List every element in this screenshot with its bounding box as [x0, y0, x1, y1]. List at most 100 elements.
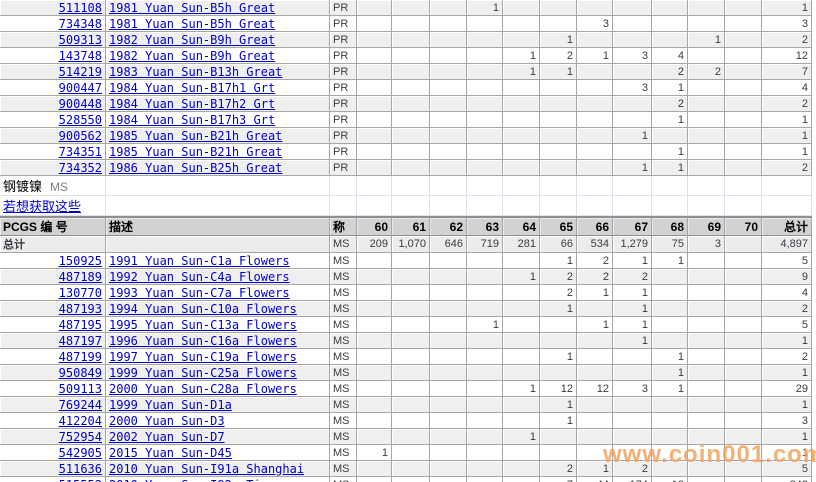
- grade-65-count-cell: 1: [540, 397, 577, 413]
- grade-68-count-cell: [652, 32, 688, 48]
- total-count-cell: 1: [762, 144, 812, 160]
- coin-description-link[interactable]: 2010 Yuan Sun-I91a Shanghai: [109, 461, 305, 476]
- pcgs-number-link[interactable]: 542905: [58, 445, 102, 460]
- col-header-grade-70: 70: [725, 218, 762, 236]
- pcgs-number-link[interactable]: 769244: [58, 397, 102, 412]
- grade-type-cell: PR: [330, 80, 357, 96]
- grade-69-count-cell: [688, 16, 725, 32]
- coin-description-link[interactable]: 1984 Yuan Sun-B17h3 Grt: [109, 112, 276, 127]
- coin-description-link[interactable]: 1981 Yuan Sun-B5h Great: [109, 16, 276, 31]
- pcgs-number-link[interactable]: 511108: [58, 0, 102, 15]
- coin-description-link[interactable]: 1982 Yuan Sun-B9h Great: [109, 32, 276, 47]
- pcgs-number-link[interactable]: 950849: [58, 365, 102, 380]
- pcgs-number-link[interactable]: 150925: [58, 253, 102, 268]
- grade-type-cell: MS: [330, 349, 357, 365]
- pcgs-number-link[interactable]: 514219: [58, 64, 102, 79]
- coin-description-link[interactable]: 1993 Yuan Sun-C7a Flowers: [109, 285, 290, 300]
- coin-description-link[interactable]: 1986 Yuan Sun-B25h Great: [109, 160, 283, 175]
- grade-67-count-cell: 1: [613, 301, 652, 317]
- coin-description-link[interactable]: 2000 Yuan Sun-C28a Flowers: [109, 381, 297, 396]
- pcgs-number-link[interactable]: 752954: [58, 429, 102, 444]
- grade-type-cell: MS: [330, 333, 357, 349]
- coin-description-cell: 1985 Yuan Sun-B21h Great: [106, 128, 330, 144]
- coin-description-link[interactable]: 1996 Yuan Sun-C16a Flowers: [109, 333, 297, 348]
- coin-description-link[interactable]: 1991 Yuan Sun-C1a Flowers: [109, 253, 290, 268]
- grade-65-count-cell: 1: [540, 64, 577, 80]
- pcgs-number-link[interactable]: 734351: [58, 144, 102, 159]
- grade-61-count-cell: [392, 48, 430, 64]
- pcgs-number-cell: 514219: [0, 64, 106, 80]
- pcgs-number-link[interactable]: 511636: [58, 461, 102, 476]
- coin-description-link[interactable]: 2002 Yuan Sun-D7: [109, 429, 225, 444]
- coin-description-link[interactable]: 1997 Yuan Sun-C19a Flowers: [109, 349, 297, 364]
- coin-description-link[interactable]: 1985 Yuan Sun-B21h Great: [109, 128, 283, 143]
- pcgs-number-link[interactable]: 130770: [58, 285, 102, 300]
- material-cell: 钢镀镍 MS: [0, 176, 106, 196]
- coin-description-link[interactable]: 1994 Yuan Sun-C10a Flowers: [109, 301, 297, 316]
- grade-64-count-cell: 1: [503, 269, 540, 285]
- pcgs-number-link[interactable]: 900448: [58, 96, 102, 111]
- pcgs-number-link[interactable]: 509313: [58, 32, 102, 47]
- grade-69-count-cell: [688, 0, 725, 16]
- coin-description-link[interactable]: 1984 Yuan Sun-B17h1 Grt: [109, 80, 276, 95]
- grade-67-count-cell: [613, 413, 652, 429]
- grade-64-count-cell: [503, 112, 540, 128]
- grade-60-count-cell: [357, 64, 392, 80]
- grade-61-count-cell: [392, 112, 430, 128]
- pcgs-number-link[interactable]: 487199: [58, 349, 102, 364]
- pcgs-number-link[interactable]: 734352: [58, 160, 102, 175]
- pcgs-number-link[interactable]: 487189: [58, 269, 102, 284]
- grade-65-count-cell: [540, 317, 577, 333]
- pcgs-number-link[interactable]: 143748: [58, 48, 102, 63]
- grade-63-count-cell: [467, 80, 503, 96]
- grade-type-cell: MS: [330, 397, 357, 413]
- coin-description-link[interactable]: 2010 Yuan Sun-I92a Tiger: [109, 478, 282, 482]
- grade-63-count-cell: [467, 461, 503, 477]
- coin-description-link[interactable]: 1983 Yuan Sun-B13h Great: [109, 64, 283, 79]
- coin-description-link[interactable]: 1985 Yuan Sun-B21h Great: [109, 144, 283, 159]
- grade-60-count-cell: [357, 269, 392, 285]
- coin-description-link[interactable]: 1999 Yuan Sun-C25a Flowers: [109, 365, 297, 380]
- grade-63-count-cell: [467, 32, 503, 48]
- grade-61-count-cell: [392, 461, 430, 477]
- grade-70-count-cell: [725, 429, 762, 445]
- pcgs-number-link[interactable]: 900447: [58, 80, 102, 95]
- grade-66-count-cell: [577, 445, 613, 461]
- pcgs-number-link[interactable]: 412204: [58, 413, 102, 428]
- pcgs-number-link[interactable]: 528550: [58, 112, 102, 127]
- grade-63-count-cell: [467, 96, 503, 112]
- pcgs-number-link[interactable]: 509113: [58, 381, 102, 396]
- coin-description-link[interactable]: 1984 Yuan Sun-B17h2 Grt: [109, 96, 276, 111]
- grade-61-count-cell: [392, 397, 430, 413]
- coin-description-link[interactable]: 1995 Yuan Sun-C13a Flowers: [109, 317, 297, 332]
- pcgs-number-link[interactable]: 734348: [58, 16, 102, 31]
- more-info-link[interactable]: 若想获取这些: [3, 199, 82, 214]
- coin-description-link[interactable]: 1999 Yuan Sun-D1a: [109, 397, 232, 412]
- totals-total: 4,897: [762, 236, 812, 253]
- coin-description-link[interactable]: 1982 Yuan Sun-B9h Great: [109, 48, 276, 63]
- coin-description-link[interactable]: 2000 Yuan Sun-D3: [109, 413, 225, 428]
- grade-67-count-cell: [613, 112, 652, 128]
- pcgs-number-link[interactable]: 487197: [58, 333, 102, 348]
- grade-64-count-cell: [503, 365, 540, 381]
- pcgs-number-link[interactable]: 487193: [58, 301, 102, 316]
- grade-62-count-cell: [430, 317, 467, 333]
- total-count-cell: 1: [762, 128, 812, 144]
- total-count-cell: 2: [762, 96, 812, 112]
- coin-description-link[interactable]: 1992 Yuan Sun-C4a Flowers: [109, 269, 290, 284]
- grade-65-count-cell: [540, 16, 577, 32]
- pcgs-number-link[interactable]: 487195: [58, 317, 102, 332]
- total-count-cell: 2: [762, 349, 812, 365]
- coin-description-link[interactable]: 2015 Yuan Sun-D45: [109, 445, 232, 460]
- pcgs-number-link[interactable]: 515552: [59, 478, 102, 482]
- grade-67-count-cell: [613, 16, 652, 32]
- coin-description-link[interactable]: 1981 Yuan Sun-B5h Great: [109, 0, 276, 15]
- pcgs-number-cell: 487195: [0, 317, 106, 333]
- col-header-grade-67: 67: [613, 218, 652, 236]
- coin-description-cell: 1992 Yuan Sun-C4a Flowers: [106, 269, 330, 285]
- pcgs-number-link[interactable]: 900562: [58, 128, 102, 143]
- grade-69-count-cell: [688, 349, 725, 365]
- pcgs-number-cell: 734348: [0, 16, 106, 32]
- grade-65-count-cell: 2: [540, 269, 577, 285]
- pcgs-number-cell: 511636: [0, 461, 106, 477]
